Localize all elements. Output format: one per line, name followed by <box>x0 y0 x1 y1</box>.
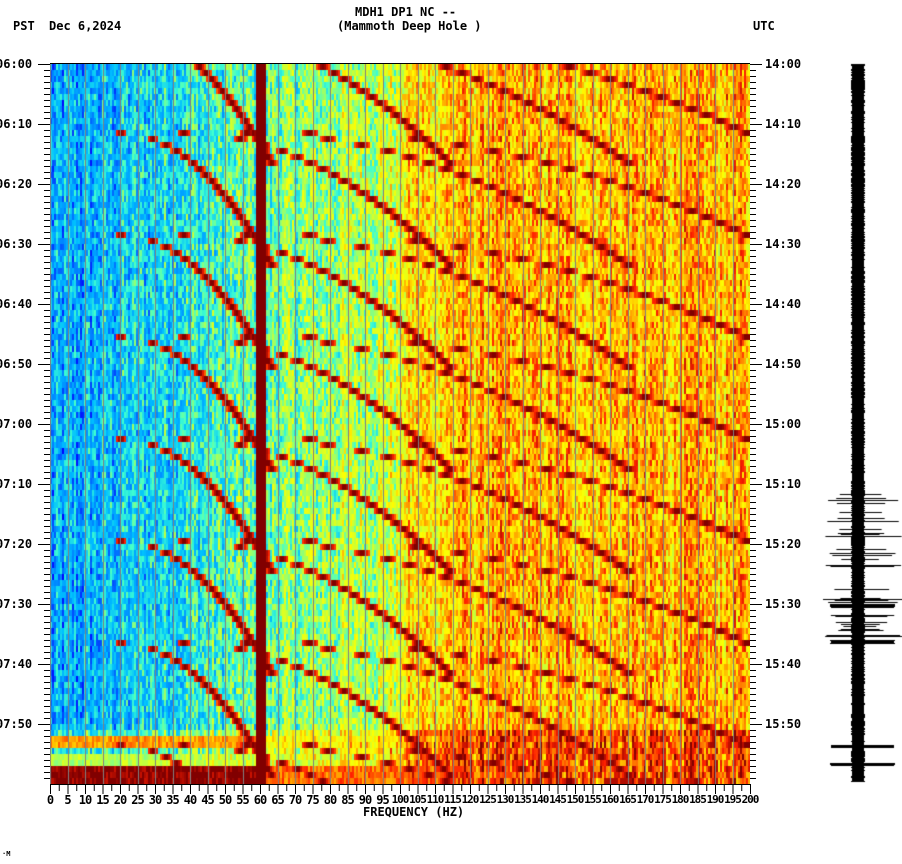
x-tick-label: 165 <box>619 793 637 806</box>
x-tick-label: 140 <box>531 793 550 806</box>
x-tick-label: 180 <box>671 793 690 806</box>
y-tick-label-left: 07:40 <box>0 657 33 671</box>
footer-mark: ·M <box>2 850 11 858</box>
x-tick-label: 135 <box>514 793 532 806</box>
y-tick-label-left: 06:00 <box>0 57 33 71</box>
station-title: MDH1 DP1 NC -- <box>355 5 457 19</box>
x-tick-label: 30 <box>148 793 162 807</box>
x-tick-label: 60 <box>253 793 267 807</box>
seismogram-trace <box>820 60 902 790</box>
y-tick-label-right: 14:50 <box>765 357 802 371</box>
y-tick-label-right: 15:00 <box>765 417 802 431</box>
left-timezone: PST <box>13 19 35 33</box>
x-axis-title: FREQUENCY (HZ) <box>363 805 465 819</box>
right-timezone: UTC <box>753 19 775 33</box>
y-tick-label-right: 15:40 <box>765 657 802 671</box>
y-tick-label-left: 06:20 <box>0 177 33 191</box>
date-label: Dec 6,2024 <box>49 19 122 33</box>
x-tick-label: 15 <box>96 793 109 807</box>
y-tick-label-left: 06:40 <box>0 297 33 311</box>
x-tick-label: 100 <box>391 793 410 806</box>
x-tick-label: 85 <box>341 793 354 807</box>
x-tick-label: 185 <box>689 793 707 806</box>
y-tick-label-right: 14:40 <box>765 297 802 311</box>
y-tick-label-left: 07:10 <box>0 477 33 491</box>
y-tick-label-left: 06:10 <box>0 117 33 131</box>
x-tick-label: 10 <box>78 793 92 807</box>
x-tick-label: 150 <box>566 793 585 806</box>
x-tick-label: 45 <box>201 793 214 807</box>
y-tick-label-left: 07:20 <box>0 537 33 551</box>
x-tick-label: 50 <box>218 793 232 807</box>
site-title: (Mammoth Deep Hole ) <box>337 19 482 33</box>
y-tick-label-left: 07:00 <box>0 417 33 431</box>
y-tick-label-left: 06:50 <box>0 357 33 371</box>
x-tick-label: 155 <box>584 793 602 806</box>
y-tick-label-right: 14:10 <box>765 117 802 131</box>
x-tick-label: 35 <box>166 793 179 807</box>
x-tick-label: 20 <box>113 793 127 807</box>
spectrogram-plot <box>50 64 750 784</box>
y-tick-label-right: 15:50 <box>765 717 802 731</box>
x-tick-label: 200 <box>741 793 760 806</box>
x-tick-label: 160 <box>601 793 620 806</box>
x-tick-label: 5 <box>64 793 71 807</box>
x-tick-label: 120 <box>461 793 480 806</box>
y-tick-label-right: 14:20 <box>765 177 802 191</box>
x-tick-label: 190 <box>706 793 725 806</box>
y-tick-label-right: 14:30 <box>765 237 802 251</box>
x-tick-label: 125 <box>479 793 497 806</box>
y-tick-label-left: 07:30 <box>0 597 33 611</box>
x-tick-label: 130 <box>496 793 515 806</box>
x-tick-label: 110 <box>426 793 445 806</box>
x-tick-label: 55 <box>236 793 249 807</box>
x-tick-label: 145 <box>549 793 567 806</box>
y-tick-label-left: 07:50 <box>0 717 33 731</box>
y-tick-label-right: 15:30 <box>765 597 802 611</box>
x-tick-label: 115 <box>444 793 462 806</box>
x-tick-label: 105 <box>409 793 427 806</box>
x-tick-label: 40 <box>183 793 197 807</box>
x-tick-label: 195 <box>724 793 742 806</box>
x-tick-label: 0 <box>46 793 54 807</box>
x-tick-label: 75 <box>306 793 319 807</box>
y-tick-label-right: 15:20 <box>765 537 802 551</box>
x-tick-label: 90 <box>358 793 372 807</box>
y-tick-label-left: 06:30 <box>0 237 33 251</box>
x-tick-label: 80 <box>323 793 337 807</box>
x-tick-label: 25 <box>131 793 144 807</box>
x-tick-label: 70 <box>288 793 302 807</box>
x-tick-label: 175 <box>654 793 672 806</box>
x-tick-label: 95 <box>376 793 389 807</box>
y-tick-label-right: 15:10 <box>765 477 802 491</box>
x-tick-label: 65 <box>271 793 284 807</box>
y-tick-label-right: 14:00 <box>765 57 802 71</box>
x-tick-label: 170 <box>636 793 655 806</box>
